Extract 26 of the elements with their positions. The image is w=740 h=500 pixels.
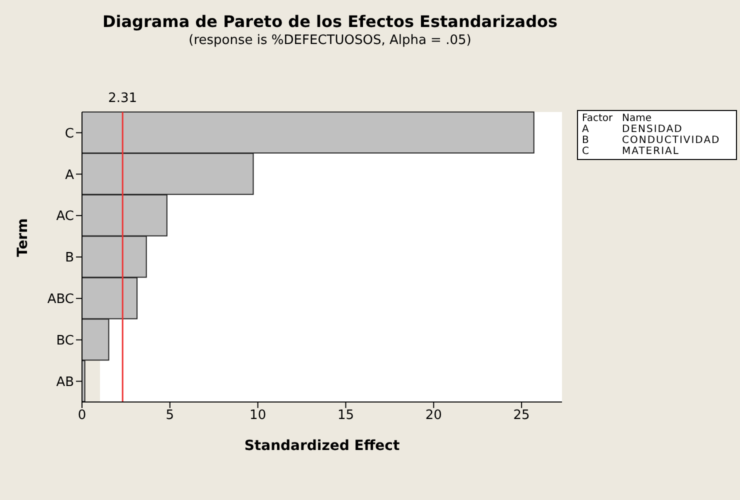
x-tick-label: 0 — [78, 408, 86, 424]
y-tick-label: A — [65, 168, 74, 183]
text: CONDUCTIVIDAD — [622, 135, 720, 146]
y-tick-label: B — [65, 250, 74, 266]
y-tick-label: AC — [56, 209, 74, 224]
x-tick-label: 10 — [250, 408, 266, 424]
y-tick-label: BC — [56, 333, 74, 348]
text: B — [582, 135, 590, 146]
x-tick-label: 25 — [513, 408, 530, 424]
text: MATERIAL — [622, 146, 680, 157]
text: C — [582, 146, 590, 157]
text: DENSIDAD — [622, 124, 683, 135]
text: Factor — [582, 113, 614, 124]
x-axis-title: Standardized Effect — [244, 438, 400, 454]
x-tick-label: 20 — [425, 408, 442, 424]
chart-title: Diagrama de Pareto de los Efectos Estandarizados — [101, 12, 559, 31]
y-tick-label: C — [64, 126, 74, 142]
y-tick-label: AB — [56, 374, 74, 390]
chart-subtitle: (response is %DEFECTUOSOS, Alpha = .05) — [188, 33, 472, 48]
y-axis-title: Term — [14, 218, 31, 257]
x-tick-label: 15 — [337, 408, 354, 424]
ref-line-label: 2.31 — [108, 91, 138, 106]
x-tick-label: 5 — [166, 408, 174, 424]
text: A — [582, 124, 590, 135]
y-tick-label: ABC — [47, 292, 74, 308]
text: Name — [622, 113, 652, 124]
